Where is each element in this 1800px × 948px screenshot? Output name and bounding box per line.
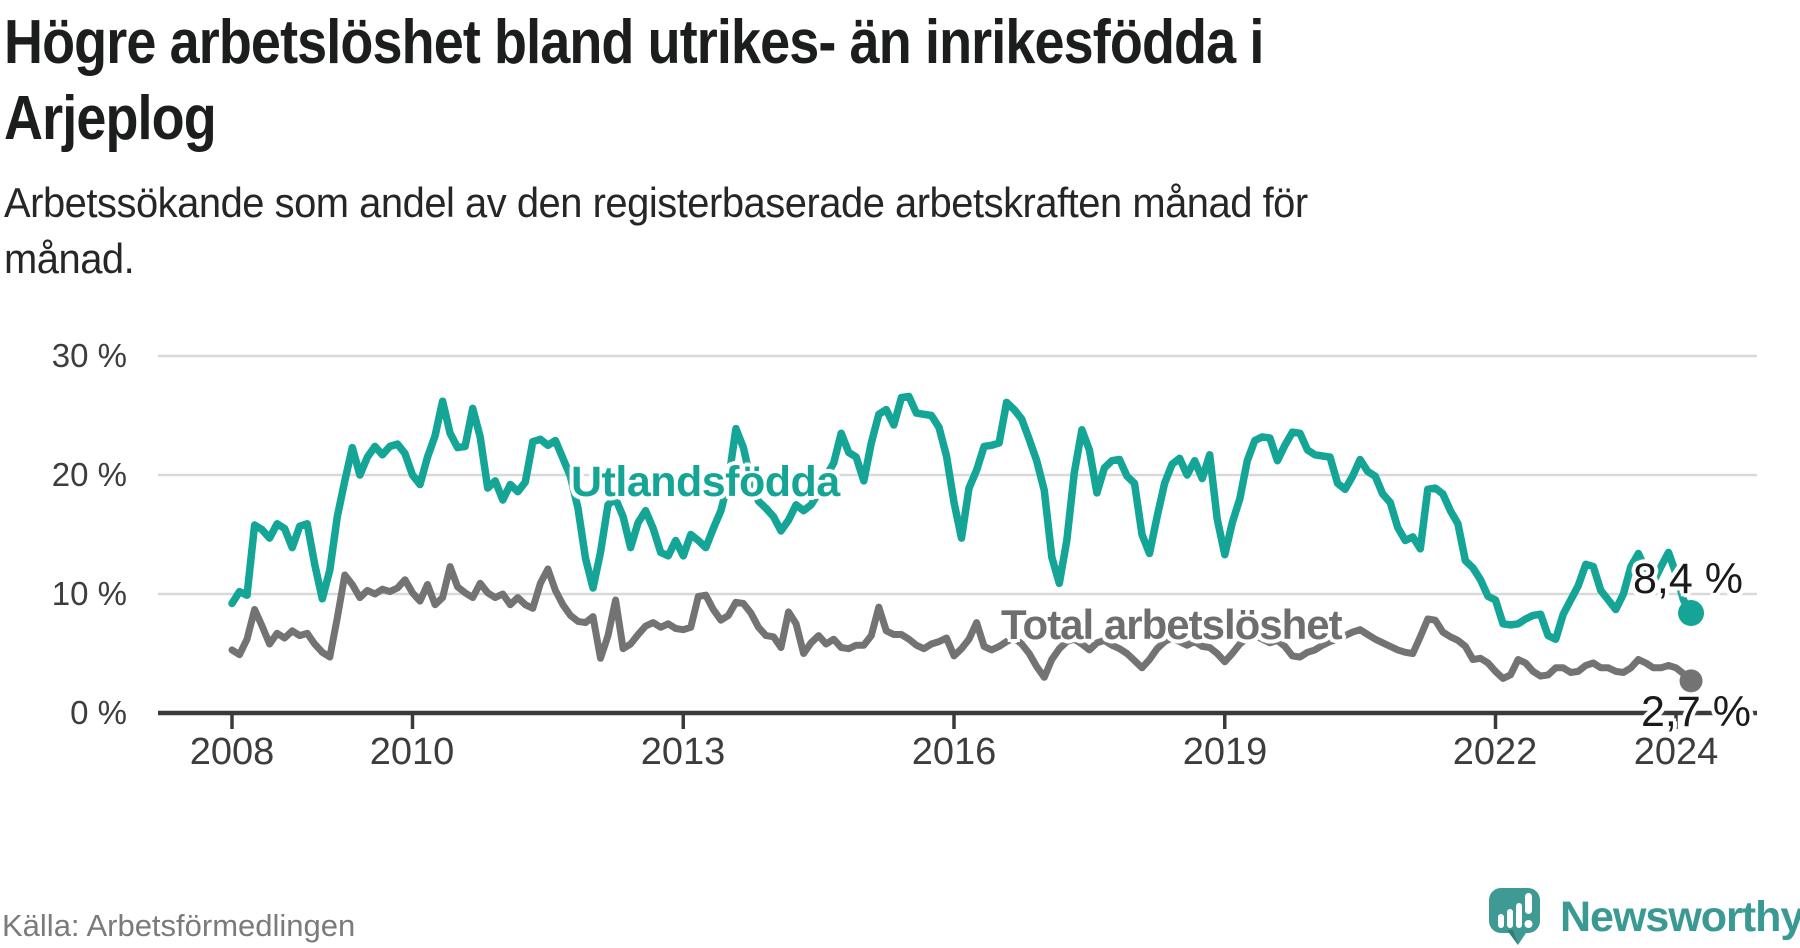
x-tick-label-2013: 2013 — [640, 731, 726, 773]
end-dot-utlandsfodda — [1678, 600, 1705, 627]
source-note: Källa: Arbetsförmedlingen — [2, 908, 356, 943]
series-line-utlandsfodda — [228, 392, 1695, 643]
chart-subtitle-line-2: månad. — [4, 235, 135, 282]
y-tick-label-0: 0 % — [70, 694, 127, 731]
x-tick-label-2022: 2022 — [1452, 731, 1538, 773]
x-tick-label-2019: 2019 — [1182, 731, 1268, 773]
x-tick-label-2024: 2024 — [1633, 731, 1719, 773]
newsworthy-logo-icon — [1489, 888, 1540, 945]
y-tick-label-30: 30 % — [51, 337, 127, 374]
end-dot-total — [1679, 669, 1703, 693]
series-label-total-arbetsloshet: Total arbetslöshet — [1001, 601, 1343, 648]
y-tick-label-10: 10 % — [51, 575, 127, 612]
page-title-line-2: Arjeplog — [4, 84, 217, 153]
x-tick-label-2008: 2008 — [189, 731, 275, 773]
series-line-total — [228, 563, 1695, 685]
newsworthy-brand: Newsworthy — [1487, 884, 1800, 948]
end-value-label-utlandsfodda: 8,4 % — [1633, 555, 1743, 603]
x-tick-label-2016: 2016 — [911, 731, 997, 773]
series-label-utlandsfodda: Utlandsfödda — [571, 458, 840, 506]
x-tick-label-2010: 2010 — [369, 731, 455, 773]
brand-name: Newsworthy — [1560, 893, 1800, 941]
y-tick-label-20: 20 % — [51, 456, 127, 493]
chart-subtitle: Arbetssökande som andel av den registerb… — [4, 179, 1308, 226]
end-value-label-total: 2,7 % — [1641, 688, 1751, 736]
page-title: Högre arbetslöshet bland utrikes- än inr… — [4, 8, 1264, 77]
